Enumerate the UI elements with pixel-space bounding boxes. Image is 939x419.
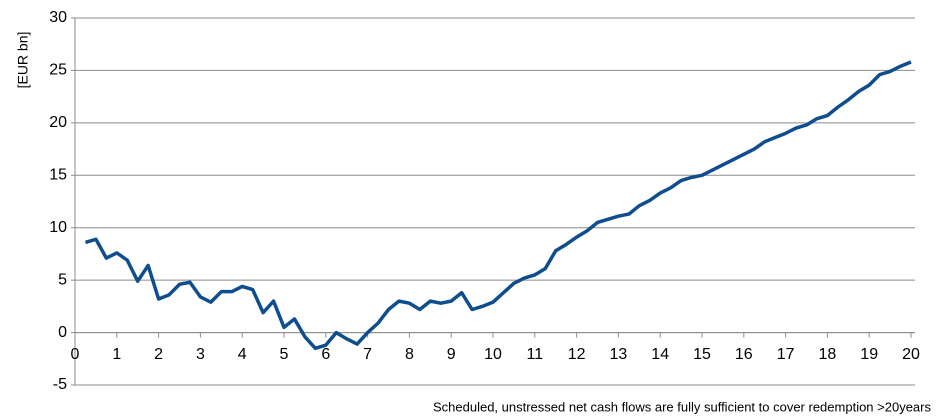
y-tick-label: 15 — [49, 167, 67, 184]
x-tick-label: 0 — [71, 346, 80, 363]
y-tick-label: 0 — [58, 324, 67, 341]
x-tick-label: 11 — [526, 346, 543, 363]
x-tick-label: 3 — [196, 346, 205, 363]
x-tick-label: 6 — [321, 346, 330, 363]
x-tick-label: 17 — [777, 346, 795, 363]
x-tick-label: 18 — [819, 346, 837, 363]
x-tick-label: 4 — [238, 346, 247, 363]
x-tick-label: 20 — [902, 346, 920, 363]
y-tick-label: 10 — [49, 219, 67, 236]
x-tick-label: 8 — [405, 346, 414, 363]
x-tick-label: 10 — [484, 346, 502, 363]
x-tick-label: 7 — [363, 346, 372, 363]
x-tick-label: 15 — [693, 346, 711, 363]
x-tick-label: 13 — [610, 346, 628, 363]
x-tick-label: 5 — [280, 346, 289, 363]
x-tick-label: 9 — [447, 346, 456, 363]
y-tick-label: 30 — [49, 9, 67, 26]
x-tick-label: 14 — [651, 346, 669, 363]
y-tick-label: 25 — [49, 62, 67, 79]
caption: Scheduled, unstressed net cash flows are… — [433, 399, 932, 414]
y-tick-label: -5 — [53, 376, 67, 393]
x-tick-label: 16 — [735, 346, 753, 363]
y-tick-label: 5 — [58, 271, 67, 288]
x-tick-label: 12 — [568, 346, 586, 363]
x-tick-label: 2 — [154, 346, 163, 363]
y-axis-label: [EUR bn] — [15, 32, 31, 89]
y-tick-label: 20 — [49, 114, 67, 131]
data-line — [84, 60, 912, 351]
x-tick-label: 19 — [860, 346, 878, 363]
x-tick-label: 1 — [112, 346, 121, 363]
